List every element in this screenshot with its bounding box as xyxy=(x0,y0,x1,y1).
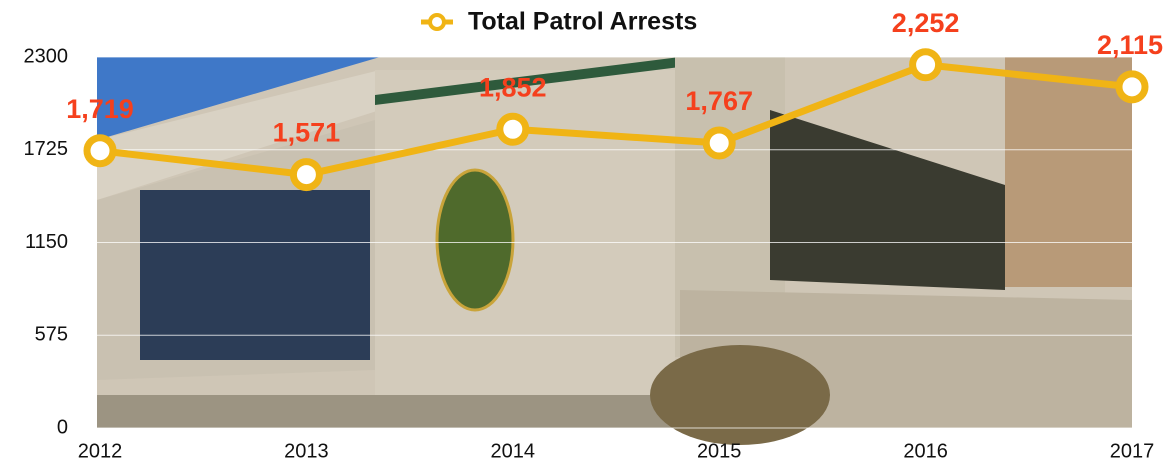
data-label: 1,767 xyxy=(685,86,753,116)
x-tick-label: 2016 xyxy=(903,440,948,462)
x-tick-label: 2014 xyxy=(491,440,536,462)
background-photo xyxy=(97,57,1132,445)
point xyxy=(706,130,732,156)
point xyxy=(913,52,939,78)
point xyxy=(1119,74,1145,100)
data-label: 2,252 xyxy=(892,8,960,38)
legend-marker xyxy=(430,15,444,29)
x-tick-label: 2017 xyxy=(1110,440,1155,462)
x-tick-label: 2015 xyxy=(697,440,742,462)
y-tick-label: 0 xyxy=(57,416,68,438)
y-tick-label: 575 xyxy=(35,324,68,346)
y-tick-label: 1150 xyxy=(25,231,68,253)
point xyxy=(87,138,113,164)
page: {"chart_data": {"type": "line", "title":… xyxy=(0,0,1175,467)
chart: Total Patrol Arrests 0 575 1150 1725 2300 201… xyxy=(0,0,1175,467)
legend-label: Total Patrol Arrests xyxy=(468,8,697,36)
point xyxy=(500,116,526,142)
data-label: 1,571 xyxy=(273,118,341,148)
data-label: 2,115 xyxy=(1097,30,1163,60)
y-tick-label: 1725 xyxy=(24,138,69,160)
data-label: 1,719 xyxy=(66,94,134,124)
x-tick-label: 2013 xyxy=(284,440,329,462)
x-tick-label: 2012 xyxy=(78,440,123,462)
point xyxy=(293,162,319,188)
data-label: 1,852 xyxy=(479,72,547,102)
y-tick-label: 2300 xyxy=(24,45,69,67)
